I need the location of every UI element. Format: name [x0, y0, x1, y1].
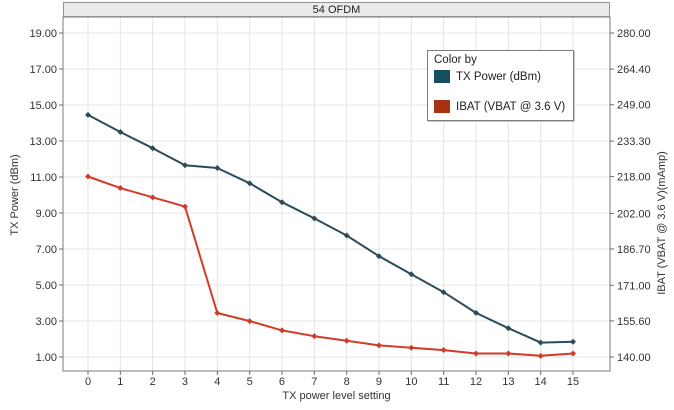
right-axis-title: IBAT (VBAT @ 3.6 V)(mAmp) [656, 151, 668, 295]
ibat-series[interactable] [85, 173, 576, 359]
plot-border [62, 16, 611, 372]
data-point-marker[interactable] [408, 344, 415, 351]
axis-ticks [59, 32, 614, 375]
svg-text:0: 0 [85, 376, 91, 388]
data-point-marker[interactable] [117, 129, 124, 135]
data-point-marker[interactable] [472, 309, 479, 316]
data-point-marker[interactable] [278, 199, 285, 206]
data-point-marker[interactable] [214, 165, 221, 171]
data-point-marker[interactable] [505, 325, 512, 332]
data-point-marker[interactable] [375, 342, 382, 349]
series-line [87, 113, 574, 344]
svg-text:14: 14 [535, 376, 547, 388]
svg-text:3: 3 [182, 376, 188, 388]
data-point-marker[interactable] [85, 173, 91, 180]
data-point-marker[interactable] [569, 350, 576, 357]
svg-text:9: 9 [376, 376, 382, 388]
svg-text:155.60: 155.60 [617, 316, 651, 328]
data-point-marker[interactable] [537, 352, 544, 359]
data-point-marker[interactable] [375, 253, 382, 260]
svg-text:171.00: 171.00 [617, 280, 651, 292]
data-point-marker[interactable] [343, 337, 350, 344]
svg-text:19.00: 19.00 [29, 28, 57, 40]
svg-text:15: 15 [567, 376, 579, 388]
svg-text:2: 2 [150, 376, 156, 388]
tx-power-swatch-icon [434, 70, 450, 83]
svg-text:13: 13 [502, 376, 514, 388]
svg-text:8: 8 [344, 376, 350, 388]
data-point-marker[interactable] [440, 347, 447, 354]
data-point-marker[interactable] [311, 333, 318, 340]
data-point-marker[interactable] [505, 350, 512, 357]
tx-power-series[interactable] [85, 111, 576, 346]
svg-text:1: 1 [117, 376, 123, 388]
svg-text:7: 7 [311, 376, 317, 388]
data-point-marker[interactable] [343, 232, 350, 239]
legend-title: Color by [434, 54, 477, 66]
data-point-marker[interactable] [246, 180, 253, 187]
svg-text:11: 11 [438, 376, 449, 388]
trellis-header: 54 OFDM [63, 2, 610, 17]
legend-item-label: IBAT (VBAT @ 3.6 V) [456, 100, 566, 113]
data-point-marker[interactable] [85, 111, 91, 118]
x-axis-tick-labels: 0 1 2 3 4 5 6 7 8 9 10 11 12 13 14 15 [85, 376, 579, 388]
legend-item-tx-power[interactable]: TX Power (dBm) [434, 69, 567, 84]
svg-text:17.00: 17.00 [29, 64, 57, 76]
svg-text:5: 5 [247, 376, 253, 388]
svg-text:10: 10 [405, 376, 417, 388]
data-point-marker[interactable] [214, 310, 221, 317]
svg-text:218.00: 218.00 [617, 171, 651, 183]
svg-text:140.00: 140.00 [617, 352, 651, 364]
data-point-marker[interactable] [440, 289, 447, 296]
svg-text:1.00: 1.00 [36, 352, 57, 364]
data-point-marker[interactable] [246, 318, 253, 325]
svg-text:233.30: 233.30 [617, 136, 651, 148]
data-point-marker[interactable] [181, 162, 188, 169]
svg-text:264.40: 264.40 [617, 64, 651, 76]
svg-text:186.70: 186.70 [617, 244, 651, 256]
data-point-marker[interactable] [181, 203, 188, 210]
svg-text:249.00: 249.00 [617, 100, 651, 112]
svg-text:7.00: 7.00 [36, 244, 57, 256]
right-axis-tick-labels: 280.00 264.40 249.00 233.30 218.00 202.00 186.… [617, 28, 651, 364]
ibat-swatch-icon [434, 100, 450, 113]
legend-item-ibat[interactable]: IBAT (VBAT @ 3.6 V) [434, 99, 567, 114]
svg-text:11.00: 11.00 [30, 172, 57, 184]
svg-text:5.00: 5.00 [36, 280, 57, 292]
data-point-marker[interactable] [278, 327, 285, 334]
svg-text:13.00: 13.00 [29, 136, 57, 148]
data-point-marker[interactable] [149, 194, 156, 201]
legend-item-label: TX Power (dBm) [456, 70, 541, 83]
svg-text:202.00: 202.00 [617, 209, 651, 221]
data-point-marker[interactable] [569, 338, 576, 345]
data-point-marker[interactable] [117, 185, 124, 192]
data-point-marker[interactable] [311, 215, 318, 222]
data-point-marker[interactable] [149, 145, 156, 152]
svg-text:3.00: 3.00 [36, 316, 57, 328]
svg-text:9.00: 9.00 [36, 208, 57, 220]
svg-text:4: 4 [214, 376, 220, 388]
data-point-marker[interactable] [408, 271, 415, 278]
series-line [87, 175, 574, 357]
svg-text:15.00: 15.00 [29, 100, 57, 112]
data-point-marker[interactable] [472, 350, 479, 357]
data-point-marker[interactable] [537, 339, 544, 346]
left-axis-title: TX Power (dBm) [9, 154, 21, 236]
svg-text:280.00: 280.00 [617, 28, 651, 40]
left-axis-tick-labels: 19.00 17.00 15.00 13.00 11.00 9.00 7.00 5.00 3.0… [29, 28, 57, 364]
x-axis-title: TX power level setting [282, 390, 391, 402]
panel-title: 54 OFDM [312, 3, 361, 16]
svg-text:12: 12 [470, 376, 482, 388]
svg-text:6: 6 [279, 376, 285, 388]
legend[interactable]: Color by TX Power (dBm) IBAT (VBAT @ 3.6… [427, 50, 574, 121]
